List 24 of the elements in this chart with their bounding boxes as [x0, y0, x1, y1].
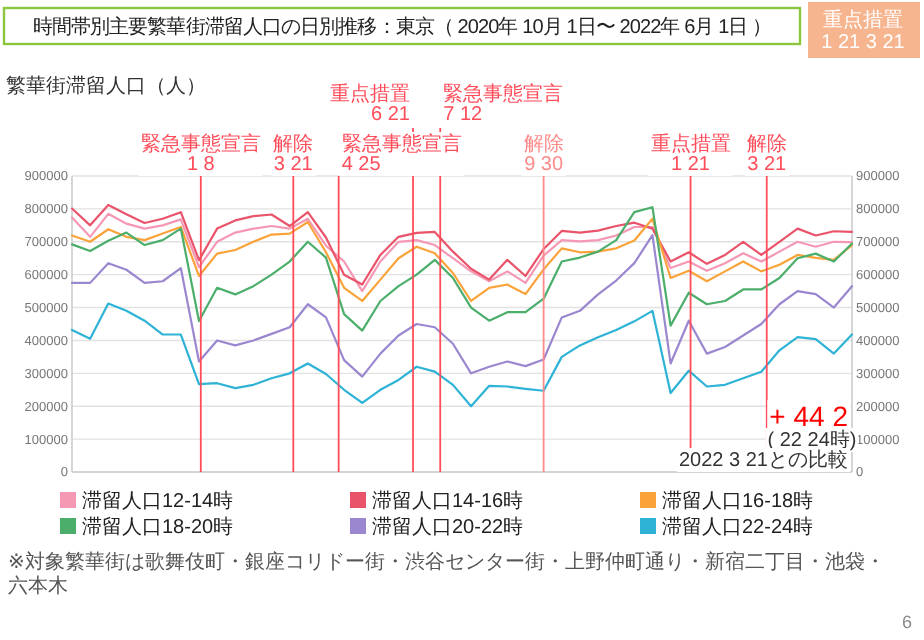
annotation: + 44 2 — [769, 400, 849, 432]
legend-label: 滞留人口12-14時 — [82, 489, 234, 513]
line-series — [70, 302, 854, 408]
text: 緊急事態宣言 1 8 — [140, 132, 261, 176]
text: 重点措置 6 21 — [330, 82, 411, 126]
text: 緊急事態宣言 4 25 — [341, 132, 462, 176]
text: 緊急事態宣言 7 12 — [443, 82, 564, 126]
text: 解除 9 30 — [523, 132, 564, 176]
text: 6 — [901, 612, 912, 632]
legend-label: 滞留人口20-22時 — [372, 515, 524, 539]
y-axis-title: 繁華街滞留人口（人） — [6, 74, 206, 98]
annotation: 2022 3 21との比較 — [679, 448, 848, 472]
text: 重点措置 1 21 — [650, 132, 731, 176]
legend-label: 滞留人口22-24時 — [662, 515, 814, 539]
legend-label: 滞留人口14-16時 — [372, 489, 524, 513]
text: 重点措置 1 21 3 21 — [821, 8, 906, 54]
legend-label: 滞留人口18-20時 — [82, 515, 234, 539]
legend-label: 滞留人口16-18時 — [662, 489, 814, 513]
text: 解除 3 21 — [273, 132, 314, 176]
line-series — [70, 206, 854, 332]
chart-title: 時間帯別主要繁華街滞留人口の日別推移：東京（ 2020年 10月 1日〜 2022年 6月 1日 ） — [32, 15, 772, 39]
text: 解除 3 21 — [746, 132, 788, 176]
text: ※対象繁華街は歌舞伎町・銀座コリドー街・渋谷センター街・上野仲町通り・新宿二丁目・池袋・六本木 — [8, 550, 885, 598]
line-series — [70, 234, 854, 378]
